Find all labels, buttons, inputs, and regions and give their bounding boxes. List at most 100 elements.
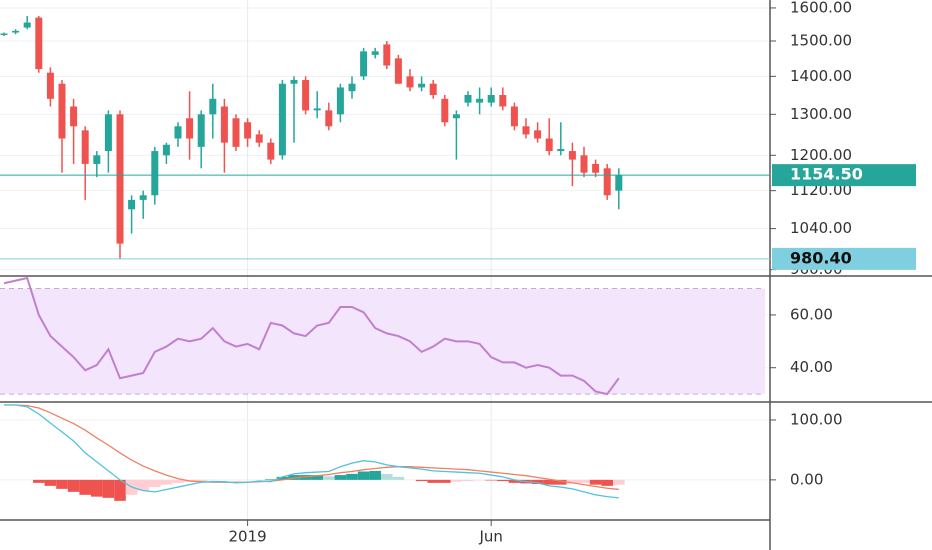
candle-body: [70, 106, 78, 127]
histogram-bar: [67, 479, 80, 492]
candle-body: [557, 148, 565, 152]
candle-body: [580, 155, 588, 173]
x-tick-label: Jun: [478, 528, 502, 546]
histogram-bar: [485, 479, 497, 481]
y-tick-label: 1600.00: [790, 0, 852, 16]
candle-body: [162, 144, 170, 156]
histogram-bar: [323, 476, 335, 480]
candle-body: [302, 80, 310, 111]
candle-body: [545, 138, 553, 152]
price-label-box: [772, 164, 916, 187]
candle-body: [197, 114, 205, 147]
candle-body: [290, 80, 298, 84]
y-tick-label: 1040.00: [790, 219, 852, 237]
candle-body: [174, 126, 182, 139]
candle-body: [220, 106, 228, 143]
price-label: 1154.50: [790, 165, 863, 184]
candle-body: [615, 175, 623, 191]
histogram-bar: [102, 479, 115, 498]
histogram-bar: [114, 479, 126, 501]
histogram-bar: [381, 473, 393, 480]
y-tick-label: 40.00: [790, 358, 833, 376]
candle-body: [487, 94, 495, 103]
candle-body: [464, 94, 472, 103]
y-tick-label: 1400.00: [790, 67, 852, 85]
histogram-bar: [276, 476, 289, 480]
candle-body: [93, 155, 101, 164]
candle-body: [371, 51, 379, 55]
candle-body: [499, 94, 507, 107]
candle-body: [278, 83, 286, 156]
candle-body: [383, 44, 391, 66]
macd-line: [4, 404, 619, 499]
candle-body: [394, 58, 402, 84]
candle-body: [534, 130, 542, 139]
histogram-bar: [56, 479, 68, 489]
candle-body: [46, 72, 54, 99]
histogram-bar: [543, 479, 555, 485]
candle-body: [244, 122, 252, 139]
y-tick-label: 0.00: [790, 470, 823, 488]
histogram-bar: [44, 479, 57, 486]
histogram-bar: [415, 479, 428, 482]
x-tick-label: 2019: [229, 528, 267, 546]
histogram-bar: [508, 479, 521, 483]
histogram-bar: [334, 475, 347, 480]
histogram-bar: [311, 475, 323, 480]
histogram-bar: [531, 479, 544, 485]
candle-body: [510, 106, 518, 127]
histogram-bar: [149, 479, 161, 488]
histogram-bar: [555, 479, 567, 485]
histogram-bar: [357, 471, 370, 480]
candle-body: [128, 199, 136, 210]
y-tick-label: 100.00: [790, 410, 843, 428]
histogram-bar: [79, 479, 91, 495]
histogram-bar: [265, 479, 277, 480]
histogram-bar: [369, 470, 381, 480]
histogram-bar: [160, 479, 173, 485]
candle-body: [151, 151, 159, 196]
candle-body: [336, 87, 344, 115]
y-tick-label: 60.00: [790, 305, 833, 323]
histogram-bar: [137, 479, 149, 491]
histogram-bar: [473, 479, 486, 481]
candle-body: [418, 83, 426, 88]
candle-body: [325, 110, 333, 127]
candle-body: [139, 195, 147, 200]
candle-body: [568, 151, 576, 160]
candle-body: [116, 114, 124, 244]
candle-body: [35, 17, 43, 70]
candle-body: [255, 134, 263, 143]
candle-body: [348, 83, 356, 92]
histogram-bar: [427, 479, 439, 483]
candle-body: [81, 130, 89, 164]
histogram-bar: [578, 479, 590, 483]
histogram-bar: [172, 479, 184, 483]
candle-body: [592, 163, 600, 173]
histogram-bar: [439, 479, 451, 483]
candle-body: [452, 114, 460, 119]
price-label-box: [772, 247, 916, 270]
candle-body: [0, 33, 8, 36]
candle-body: [209, 98, 217, 115]
candle-body: [522, 126, 530, 135]
rsi-line: [3, 276, 620, 396]
candle-body: [104, 114, 112, 152]
candle-body: [313, 108, 321, 111]
candle-body: [232, 118, 240, 147]
rsi-band: [0, 288, 765, 395]
histogram-bar: [613, 479, 625, 485]
histogram-bar: [450, 479, 463, 482]
histogram-bar: [589, 479, 602, 485]
y-tick-label: 1300.00: [790, 105, 852, 123]
price-label: 980.40: [790, 248, 852, 267]
histogram-bar: [346, 473, 358, 480]
candle-body: [267, 142, 275, 160]
histogram-bar: [195, 479, 207, 482]
histogram-bar: [497, 479, 509, 482]
candle-body: [360, 51, 368, 77]
histogram-bar: [601, 479, 613, 486]
candle-body: [12, 30, 20, 33]
signal-line: [4, 404, 619, 491]
